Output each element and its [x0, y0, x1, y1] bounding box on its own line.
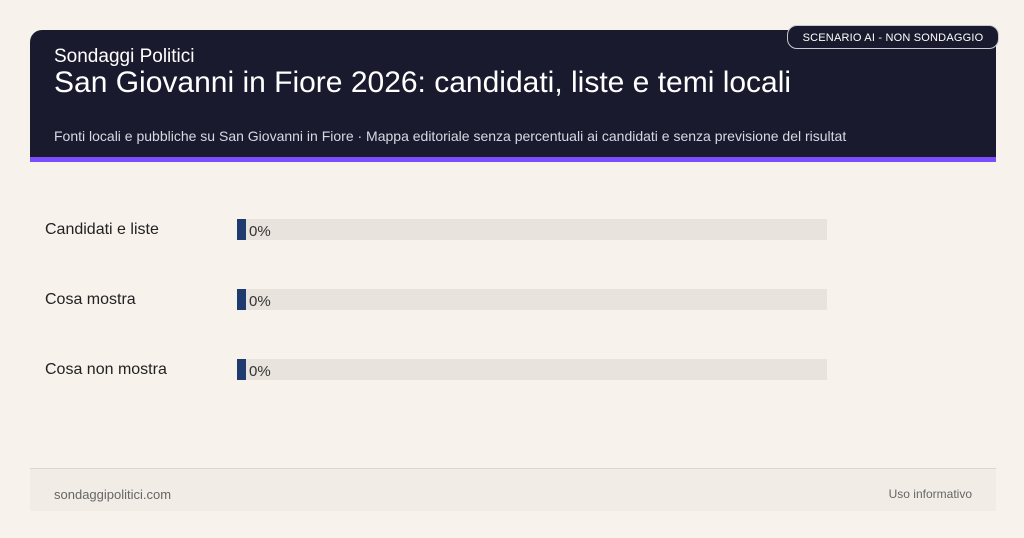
category-label: Cosa non mostra [45, 361, 167, 378]
bar-value-label: 0% [249, 363, 271, 380]
header-banner: Sondaggi Politici San Giovanni in Fiore … [30, 30, 996, 162]
bar-value-label: 0% [249, 223, 271, 240]
bar-track [237, 219, 827, 240]
bar-value-label: 0% [249, 293, 271, 310]
page-title: San Giovanni in Fiore 2026: candidati, l… [54, 66, 792, 99]
brand-name: Sondaggi Politici [54, 46, 195, 67]
footer: sondaggipolitici.com Uso informativo [30, 468, 996, 511]
bar-track [237, 289, 827, 310]
scenario-badge: SCENARIO AI - NON SONDAGGIO [787, 25, 999, 49]
bar [237, 219, 246, 240]
bar [237, 289, 246, 310]
category-label: Candidati e liste [45, 221, 159, 238]
bar-track [237, 359, 827, 380]
footer-site-link[interactable]: sondaggipolitici.com [54, 487, 172, 502]
footer-note: Uso informativo [888, 487, 972, 501]
bar [237, 359, 246, 380]
page-subtitle: Fonti locali e pubbliche su San Giovanni… [54, 128, 847, 144]
category-label: Cosa mostra [45, 291, 136, 308]
